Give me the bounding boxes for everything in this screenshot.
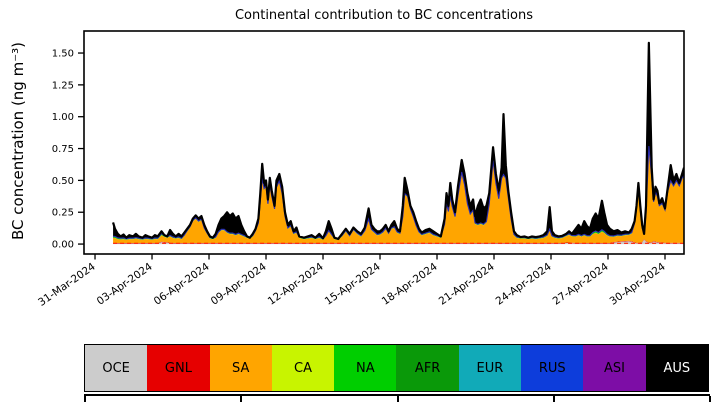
legend-item-eur: EUR	[458, 345, 522, 391]
y-tick-label: 1.50	[52, 49, 74, 60]
y-tick-label: 0.25	[52, 208, 74, 219]
legend-label: EUR	[476, 360, 504, 376]
clipped-axis-tick	[240, 396, 242, 402]
total-line	[112, 41, 684, 241]
y-tick-label: 1.25	[52, 80, 74, 91]
legend-label: CA	[294, 360, 313, 376]
y-tick-label: 1.00	[52, 112, 74, 123]
clipped-axis-tick	[84, 396, 86, 402]
area-aus	[113, 42, 684, 239]
x-tick-label: 31-Mar-2024	[36, 260, 98, 308]
x-tick-label: 09-Apr-2024	[209, 260, 269, 307]
x-tick-label: 18-Apr-2024	[380, 260, 440, 307]
y-tick-label: 0.75	[52, 144, 74, 155]
clipped-axis-tick	[553, 396, 555, 402]
x-tick-label: 24-Apr-2024	[494, 260, 554, 307]
x-tick-label: 15-Apr-2024	[323, 260, 383, 307]
x-tick-label: 27-Apr-2024	[551, 260, 611, 307]
legend-label: ASI	[604, 360, 626, 376]
legend-label: RUS	[538, 360, 566, 376]
y-tick-label: 0.00	[52, 240, 74, 251]
legend-item-aus: AUS	[645, 345, 708, 391]
legend-item-afr: AFR	[396, 345, 459, 391]
x-tick-label: 30-Apr-2024	[608, 260, 668, 307]
legend-item-asi: ASI	[583, 345, 646, 391]
clipped-axis-tick	[397, 396, 399, 402]
clipped-axis-tick	[709, 396, 711, 402]
legend-strip: OCE GNL SA CA NA AFR EUR RUS ASI AUS	[84, 344, 709, 392]
legend-item-ca: CA	[271, 345, 335, 391]
legend-item-gnl: GNL	[147, 345, 210, 391]
legend-label: AFR	[414, 360, 441, 376]
x-tick-label: 06-Apr-2024	[152, 260, 212, 307]
x-tick-label: 21-Apr-2024	[437, 260, 497, 307]
legend-label: GNL	[164, 360, 192, 376]
legend-label: SA	[232, 360, 250, 376]
legend-item-na: NA	[334, 345, 397, 391]
legend-item-oce: OCE	[85, 345, 148, 391]
legend-label: NA	[356, 360, 375, 376]
legend-item-rus: RUS	[521, 345, 584, 391]
x-tick-label: 12-Apr-2024	[266, 260, 326, 307]
axes-frame	[83, 30, 685, 255]
x-tick-label: 03-Apr-2024	[95, 260, 155, 307]
clipped-axis-line	[84, 394, 710, 396]
chart-title: Continental contribution to BC concentra…	[234, 8, 534, 23]
legend-item-sa: SA	[209, 345, 272, 391]
legend-label: AUS	[663, 360, 691, 376]
legend-label: OCE	[102, 360, 130, 376]
plot-area	[112, 41, 684, 245]
y-tick-label: 0.50	[52, 176, 74, 187]
